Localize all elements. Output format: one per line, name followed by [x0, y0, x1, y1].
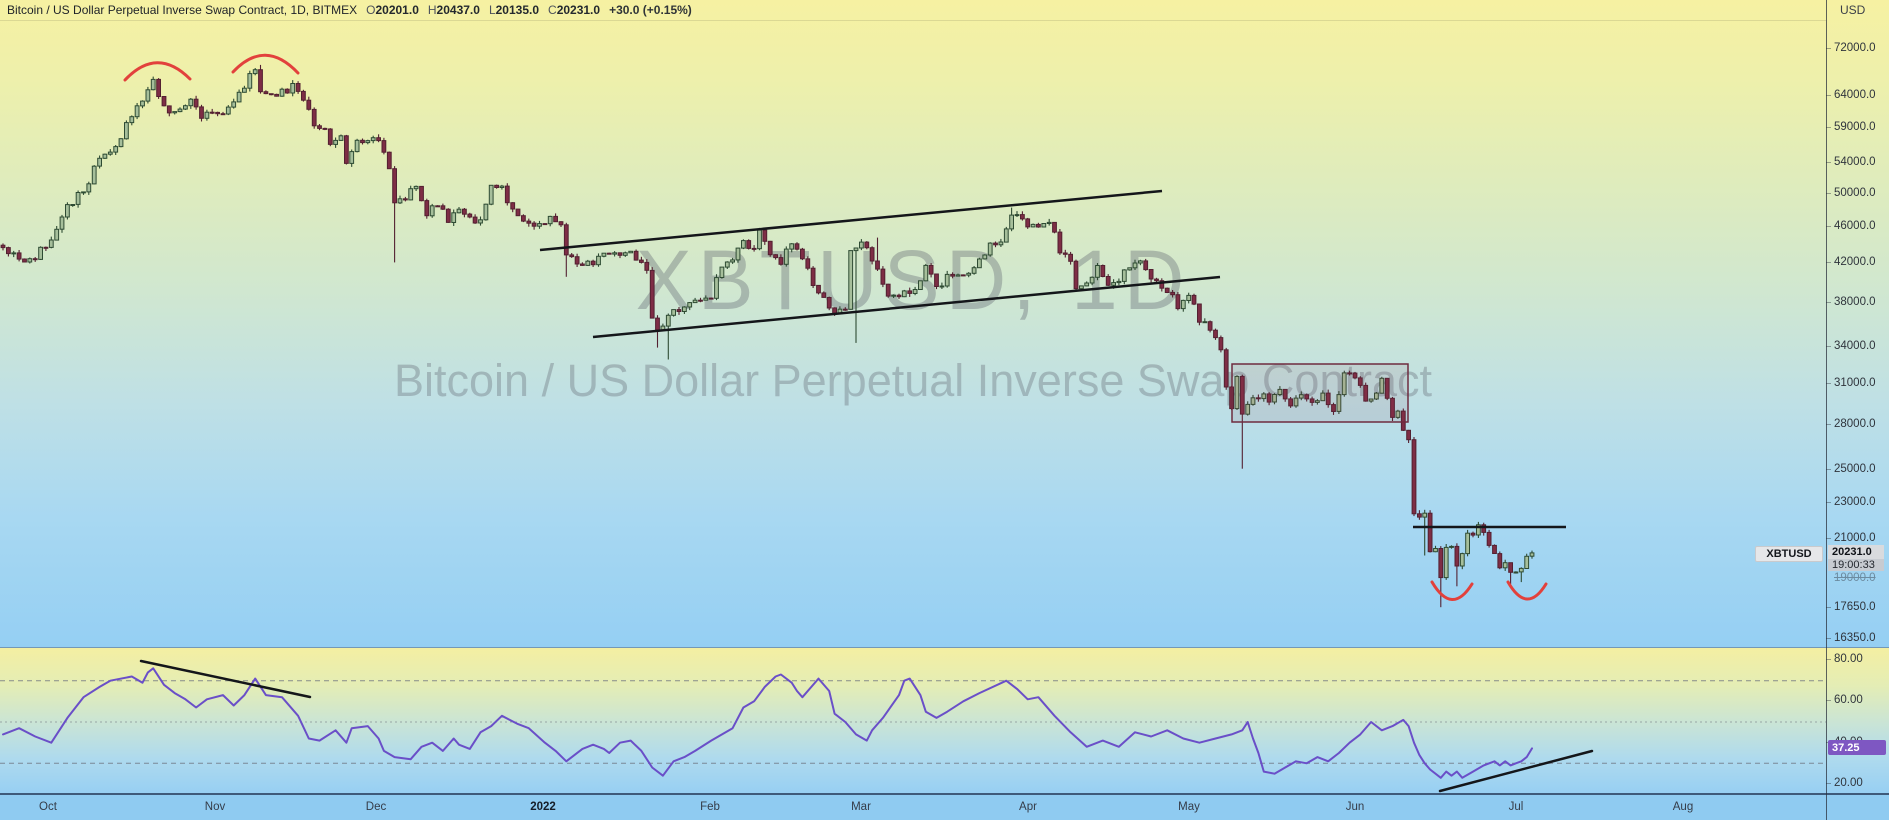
ohlc-label: L [488, 3, 496, 17]
axis-label: 16350.0 [1834, 632, 1876, 644]
rsi-down-trendline [139, 659, 312, 699]
axis-tick [1826, 262, 1831, 263]
channel-lower-trendline [592, 275, 1221, 339]
axis-tick [1826, 95, 1831, 96]
axis-label: 17650.0 [1834, 601, 1876, 613]
axis-label: 34000.0 [1834, 340, 1876, 352]
top-arc-1 [123, 61, 192, 82]
time-axis-label: Nov [204, 801, 226, 813]
axis-label: 31000.0 [1834, 377, 1876, 389]
ohlc-value: 20437.0 [436, 3, 480, 17]
axis-label: 72000.0 [1834, 42, 1876, 54]
axis-tick [1826, 783, 1831, 784]
consolidation-box [1231, 363, 1409, 423]
axis-label: 54000.0 [1834, 156, 1876, 168]
time-axis-label: 2022 [530, 801, 556, 813]
channel-upper-trendline [539, 189, 1163, 252]
bottom-arc-1 [1430, 580, 1474, 601]
axis-tick [1826, 502, 1831, 503]
price-pane[interactable]: XBTUSD, 1D Bitcoin / US Dollar Perpetual… [0, 0, 1889, 647]
axis-tick [1826, 48, 1831, 49]
rsi-up-trendline [1438, 749, 1594, 793]
time-axis-label: May [1178, 801, 1200, 813]
axis-label: 23000.0 [1834, 496, 1876, 508]
header-divider [0, 20, 1826, 21]
axis-label: 38000.0 [1834, 296, 1876, 308]
last-price-badge: 20231.0 19:00:33 [1828, 545, 1884, 571]
axis-label: 64000.0 [1834, 89, 1876, 101]
axis-label: 60.00 [1834, 694, 1863, 706]
axis-tick [1826, 424, 1831, 425]
axis-label: 42000.0 [1834, 256, 1876, 268]
time-axis-label: Oct [39, 801, 57, 813]
axis-tick [1826, 193, 1831, 194]
symbol-title[interactable]: Bitcoin / US Dollar Perpetual Inverse Sw… [7, 3, 358, 17]
axis-tick [1826, 659, 1831, 660]
axis-tick [1826, 469, 1831, 470]
time-axis-label: Apr [1019, 801, 1037, 813]
axis-label: 59000.0 [1834, 121, 1876, 133]
axis-label: 80.00 [1834, 653, 1863, 665]
ohlc-value: 20231.0 [556, 3, 601, 17]
bottom-arc-2 [1506, 580, 1548, 601]
axis-tick [1826, 346, 1831, 347]
axis-tick [1826, 607, 1831, 608]
ohlc-value: 20201.0 [375, 3, 419, 17]
price-pane-canvas[interactable] [0, 0, 1826, 647]
axis-label: 25000.0 [1834, 463, 1876, 475]
rsi-pane-canvas[interactable] [0, 648, 1826, 794]
change-value: +30.0 (+0.15%) [609, 3, 692, 17]
time-axis-label: Aug [1672, 801, 1694, 813]
time-axis-label: Mar [851, 801, 871, 813]
time-axis-label: Jul [1508, 801, 1524, 813]
currency-label: USD [1840, 3, 1866, 17]
ohlc-label: C [548, 3, 557, 17]
axis-tick [1826, 162, 1831, 163]
axis-tick [1826, 383, 1831, 384]
symbol-legend[interactable]: Bitcoin / US Dollar Perpetual Inverse Sw… [7, 3, 692, 18]
time-axis[interactable]: Oct Nov Dec 2022 Feb Mar Apr May Jun Jul Aug [0, 793, 1889, 820]
axis-tick [1826, 700, 1831, 701]
axis-label: 21000.0 [1834, 532, 1876, 544]
ohlc-label: H [427, 3, 437, 17]
axis-label-hidden: 19000.0 [1834, 572, 1876, 584]
axis-tick [1826, 302, 1831, 303]
ohlc-values: O20201.0 H20437.0 L20135.0 C20231.0 [357, 3, 600, 17]
time-axis-label: Feb [700, 801, 720, 813]
bar-countdown: 19:00:33 [1828, 559, 1884, 571]
ohlc-value: 20135.0 [495, 3, 540, 17]
rsi-line [2, 667, 1533, 779]
time-axis-label: Dec [365, 801, 387, 813]
ohlc-label: O [366, 3, 376, 17]
last-price-value: 20231.0 [1828, 545, 1884, 559]
axis-tick [1826, 638, 1831, 639]
price-scale-border [1826, 0, 1827, 820]
axis-tick [1826, 127, 1831, 128]
time-axis-label: Jun [1345, 801, 1365, 813]
rsi-value-badge: 37.25 [1828, 740, 1886, 755]
rsi-pane[interactable] [0, 647, 1889, 794]
symbol-axis-badge: XBTUSD [1755, 546, 1823, 562]
axis-label: 28000.0 [1834, 418, 1876, 430]
axis-label: 20.00 [1834, 777, 1863, 789]
axis-label: 46000.0 [1834, 220, 1876, 232]
axis-label: 50000.0 [1834, 187, 1876, 199]
axis-tick [1826, 538, 1831, 539]
axis-tick [1826, 226, 1831, 227]
top-arc-2 [231, 53, 300, 75]
